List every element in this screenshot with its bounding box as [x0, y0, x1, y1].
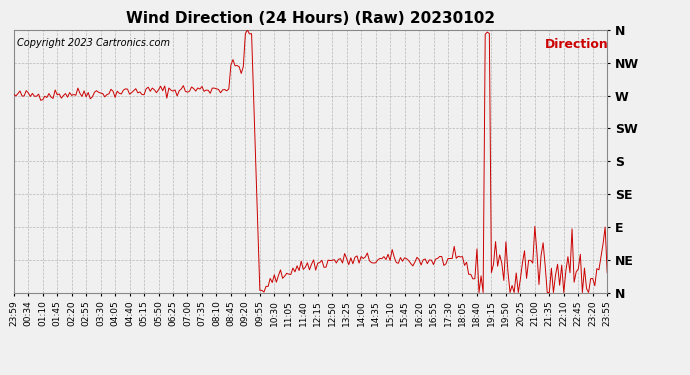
Title: Wind Direction (24 Hours) (Raw) 20230102: Wind Direction (24 Hours) (Raw) 20230102 [126, 11, 495, 26]
Text: Copyright 2023 Cartronics.com: Copyright 2023 Cartronics.com [17, 38, 170, 48]
Text: Direction: Direction [545, 38, 609, 51]
